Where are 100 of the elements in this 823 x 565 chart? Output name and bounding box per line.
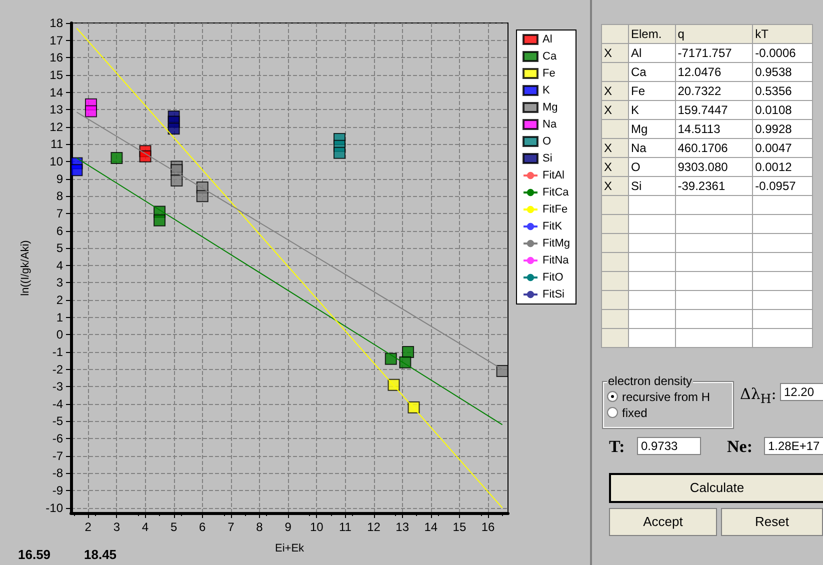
y-tick-label: 12 <box>50 120 64 134</box>
text: Δλ$_{H}$: <box>740 385 776 406</box>
y-tick-label: -4 <box>52 396 64 411</box>
y-tick-label: 7 <box>56 206 64 220</box>
text: Fe <box>628 82 676 100</box>
x-tick-label: 14 <box>424 520 438 534</box>
y-tick-label: -7 <box>52 448 64 463</box>
text: 12.0476 <box>675 62 753 82</box>
text: -0.0957 <box>752 176 812 196</box>
y-tick-label: 16 <box>50 50 64 65</box>
text: 9303.080 <box>675 158 753 176</box>
text: q <box>675 24 753 44</box>
y-tick-label: -8 <box>52 466 64 480</box>
text: electron density <box>607 374 694 388</box>
text: 18.45 <box>84 547 117 562</box>
y-tick-label: 6 <box>56 224 64 238</box>
text: Na <box>628 138 676 158</box>
text: -0.0006 <box>752 44 812 62</box>
x-tick-label: 12 <box>367 520 381 534</box>
text: kT <box>752 24 812 44</box>
x-tick-label: 3 <box>113 520 120 534</box>
text: 159.7447 <box>675 100 753 120</box>
y-tick-label: -9 <box>52 483 64 498</box>
y-tick-label: 8 <box>56 189 64 204</box>
x-tick-label: 4 <box>142 520 149 534</box>
legend-label: FitNa <box>542 254 570 266</box>
text: 0.5356 <box>752 82 812 100</box>
text: 14.5113 <box>675 120 753 138</box>
x-axis-title: Ei+Ek <box>274 542 305 554</box>
text: -7171.757 <box>675 44 753 62</box>
y-tick-label: 0 <box>56 328 64 342</box>
x-tick-label: 9 <box>284 520 292 534</box>
y-tick-label: 11 <box>50 137 64 152</box>
text: 16.59 <box>18 547 51 562</box>
y-tick-label: -6 <box>52 432 64 446</box>
y-tick-label: 1 <box>56 310 64 324</box>
text: Ca <box>628 62 676 82</box>
y-tick-label: 10 <box>50 154 64 169</box>
text: 0.0108 <box>752 100 812 120</box>
row-header-cell: X <box>602 44 628 62</box>
y-tick-label: -1 <box>52 344 64 359</box>
text: Accept <box>609 508 717 536</box>
text: 460.1706 <box>675 138 753 158</box>
y-tick-label: 15 <box>50 68 64 82</box>
y-tick-label: -5 <box>52 414 64 428</box>
legend-label: FitO <box>542 272 564 284</box>
row-header-cell: X <box>602 158 628 176</box>
text: 0.9928 <box>752 120 812 138</box>
x-tick-label: 7 <box>228 520 235 534</box>
legend-label: Ca <box>542 50 558 62</box>
text: fixed <box>621 406 648 420</box>
text: K <box>628 100 676 120</box>
legend-label: Al <box>542 34 552 46</box>
y-tick-label: 14 <box>50 85 64 100</box>
text: 20.7322 <box>675 82 753 100</box>
legend-label: Mg <box>542 102 558 114</box>
y-tick-label: 13 <box>50 102 64 117</box>
row-header-cell: X <box>602 82 628 100</box>
legend-label: FitCa <box>542 186 570 198</box>
legend-label: Si <box>542 152 552 164</box>
y-tick-label: -3 <box>52 380 64 394</box>
legend-label: O <box>542 136 552 148</box>
text: Si <box>628 176 676 196</box>
text: 0.0047 <box>752 138 812 158</box>
text: 0.0012 <box>752 158 812 176</box>
y-tick-label: 9 <box>56 172 64 186</box>
row-header-cell: X <box>602 100 628 120</box>
x-tick-label: 2 <box>84 520 92 534</box>
text: 1.28E+17 <box>764 437 823 455</box>
y-tick-label: 17 <box>50 33 64 48</box>
y-tick-label: 3 <box>56 276 64 290</box>
text: O <box>628 158 676 176</box>
legend-label: FitMg <box>542 238 570 250</box>
text: 12.20 <box>780 383 823 401</box>
text: Calculate <box>609 473 823 503</box>
legend-label: FitK <box>542 220 563 232</box>
text: Reset <box>721 508 823 536</box>
legend-label: FitFe <box>542 204 568 216</box>
legend-label: Fe <box>542 68 556 80</box>
x-tick-label: 8 <box>256 520 264 534</box>
y-tick-label: 2 <box>56 293 64 308</box>
x-tick-label: 10 <box>310 520 324 534</box>
x-tick-label: 16 <box>481 520 495 534</box>
row-header-cell: X <box>602 138 628 158</box>
x-tick-label: 5 <box>170 520 178 534</box>
legend-label: FitSi <box>542 288 564 300</box>
text: Elem. <box>628 24 676 44</box>
x-tick-label: 11 <box>338 520 352 534</box>
text: -39.2361 <box>675 176 753 196</box>
legend-label: K <box>542 84 550 96</box>
text: recursive from H <box>621 390 710 404</box>
text: Mg <box>628 120 676 138</box>
row-header-cell: X <box>602 176 628 196</box>
x-tick-label: 15 <box>452 520 466 534</box>
text: T: <box>609 437 625 457</box>
y-tick-label: -2 <box>52 362 64 376</box>
legend-label: Na <box>542 118 558 130</box>
text: 0.9538 <box>752 62 812 82</box>
y-tick-label: 18 <box>50 16 64 30</box>
legend-label: FitAl <box>542 170 564 182</box>
